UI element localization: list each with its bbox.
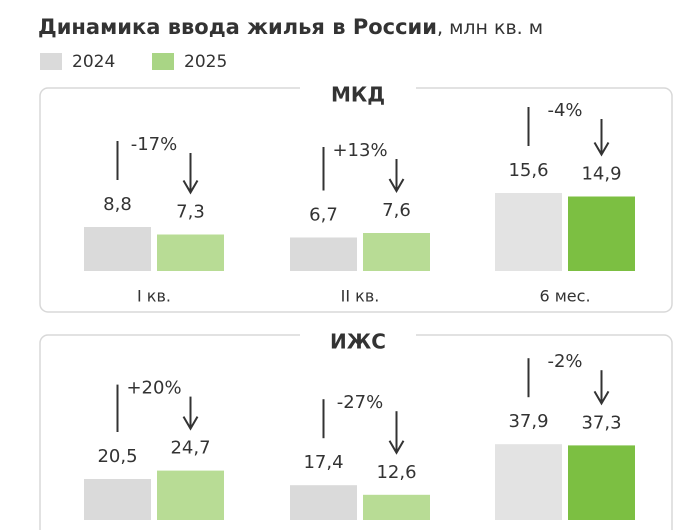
value-label: 7,3 (176, 202, 205, 223)
legend-label: 2024 (72, 52, 115, 72)
panel-title: МКД (331, 83, 385, 107)
x-tick-label: 6 мес. (539, 287, 590, 306)
change-label: -17% (131, 134, 178, 155)
bar (84, 227, 151, 271)
bar (84, 479, 151, 520)
value-label: 17,4 (303, 452, 343, 473)
arrow-head (593, 141, 610, 157)
panel-title-bg (300, 82, 416, 104)
change-label: +13% (332, 140, 387, 161)
bar (363, 494, 430, 520)
value-label: 14,9 (581, 164, 621, 185)
bar (495, 193, 562, 271)
bar (363, 233, 430, 271)
unit: , млн кв. м (437, 17, 543, 39)
arrow-head (182, 416, 199, 431)
value-label: 8,8 (103, 194, 132, 215)
value-label: 37,3 (581, 412, 621, 433)
bar (290, 485, 357, 520)
bar (568, 445, 635, 520)
bar (290, 237, 357, 271)
x-tick-label: II кв. (341, 287, 380, 306)
panel-title-bg (300, 329, 416, 351)
arrow-head (388, 440, 405, 455)
legend-swatch (40, 53, 62, 70)
change-label: -27% (337, 392, 384, 413)
change-label: -4% (547, 100, 582, 121)
x-tick-label: I кв. (137, 287, 171, 306)
arrow-head (593, 390, 610, 406)
value-label: 20,5 (97, 446, 137, 467)
bar (157, 234, 224, 271)
legend-swatch (152, 53, 174, 70)
arrow-head (388, 178, 405, 193)
value-label: 24,7 (170, 438, 210, 459)
value-label: 15,6 (508, 160, 548, 181)
panel-title: ИЖС (330, 330, 386, 354)
value-label: 37,9 (508, 411, 548, 432)
change-label: +20% (126, 378, 181, 399)
legend-label: 2025 (184, 52, 227, 72)
bar (568, 196, 635, 271)
value-label: 12,6 (376, 462, 416, 483)
bar (495, 444, 562, 520)
change-label: -2% (547, 351, 582, 372)
value-label: 6,7 (309, 205, 338, 226)
value-label: 7,6 (382, 200, 411, 221)
arrow-head (182, 179, 199, 195)
bar (157, 470, 224, 520)
title: Динамика ввода жилья в России (38, 15, 437, 39)
chart-title: Динамика ввода жилья в России, млн кв. м (38, 15, 543, 39)
